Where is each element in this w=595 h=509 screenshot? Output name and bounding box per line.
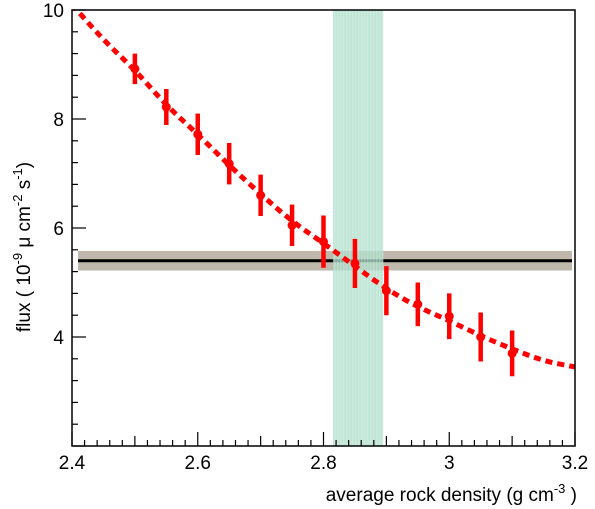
fit-layer — [73, 10, 575, 370]
data-point — [287, 204, 297, 246]
point-marker — [287, 220, 297, 230]
data-point — [161, 89, 171, 125]
data-point — [256, 174, 266, 217]
x-tick-label: 3 — [444, 453, 455, 474]
bands-layer — [78, 10, 572, 446]
y-tick-label: 6 — [53, 219, 64, 240]
data-point — [381, 266, 391, 316]
point-marker — [130, 64, 140, 74]
point-marker — [413, 299, 423, 309]
x-tick-label: 2.4 — [59, 453, 86, 474]
y-tick-label: 4 — [53, 328, 64, 349]
point-marker — [161, 102, 171, 112]
fit-curve — [73, 10, 575, 370]
point-marker — [476, 332, 486, 342]
point-marker — [350, 258, 360, 268]
x-tick-label: 3.2 — [562, 453, 588, 474]
data-point — [413, 282, 423, 327]
ticks-layer: 2.4 2.6 2.8 3 3.2 4 6 8 10 — [43, 1, 588, 474]
point-marker — [507, 348, 517, 358]
x-tick-label: 2.8 — [310, 453, 336, 474]
point-marker — [256, 190, 266, 200]
points-layer — [130, 53, 517, 377]
y-tick-label: 8 — [53, 110, 64, 131]
point-marker — [193, 129, 203, 139]
point-marker — [444, 311, 454, 321]
data-point — [319, 215, 328, 268]
data-point — [507, 330, 517, 377]
data-point — [130, 53, 140, 85]
y-tick-label: 10 — [43, 1, 64, 22]
x-axis-title: average rock density (g cm-3 ) — [326, 481, 577, 506]
data-point — [193, 113, 203, 155]
point-marker — [381, 286, 391, 296]
point-marker — [319, 237, 328, 247]
data-point — [476, 312, 486, 362]
data-point — [224, 142, 234, 185]
data-point — [350, 238, 360, 288]
density-band — [332, 10, 384, 446]
y-axis-title: flux ( 10-9 μ cm-2 s-1) — [10, 162, 35, 332]
data-point — [444, 293, 454, 340]
point-marker — [224, 159, 234, 169]
x-tick-label: 2.6 — [185, 453, 211, 474]
